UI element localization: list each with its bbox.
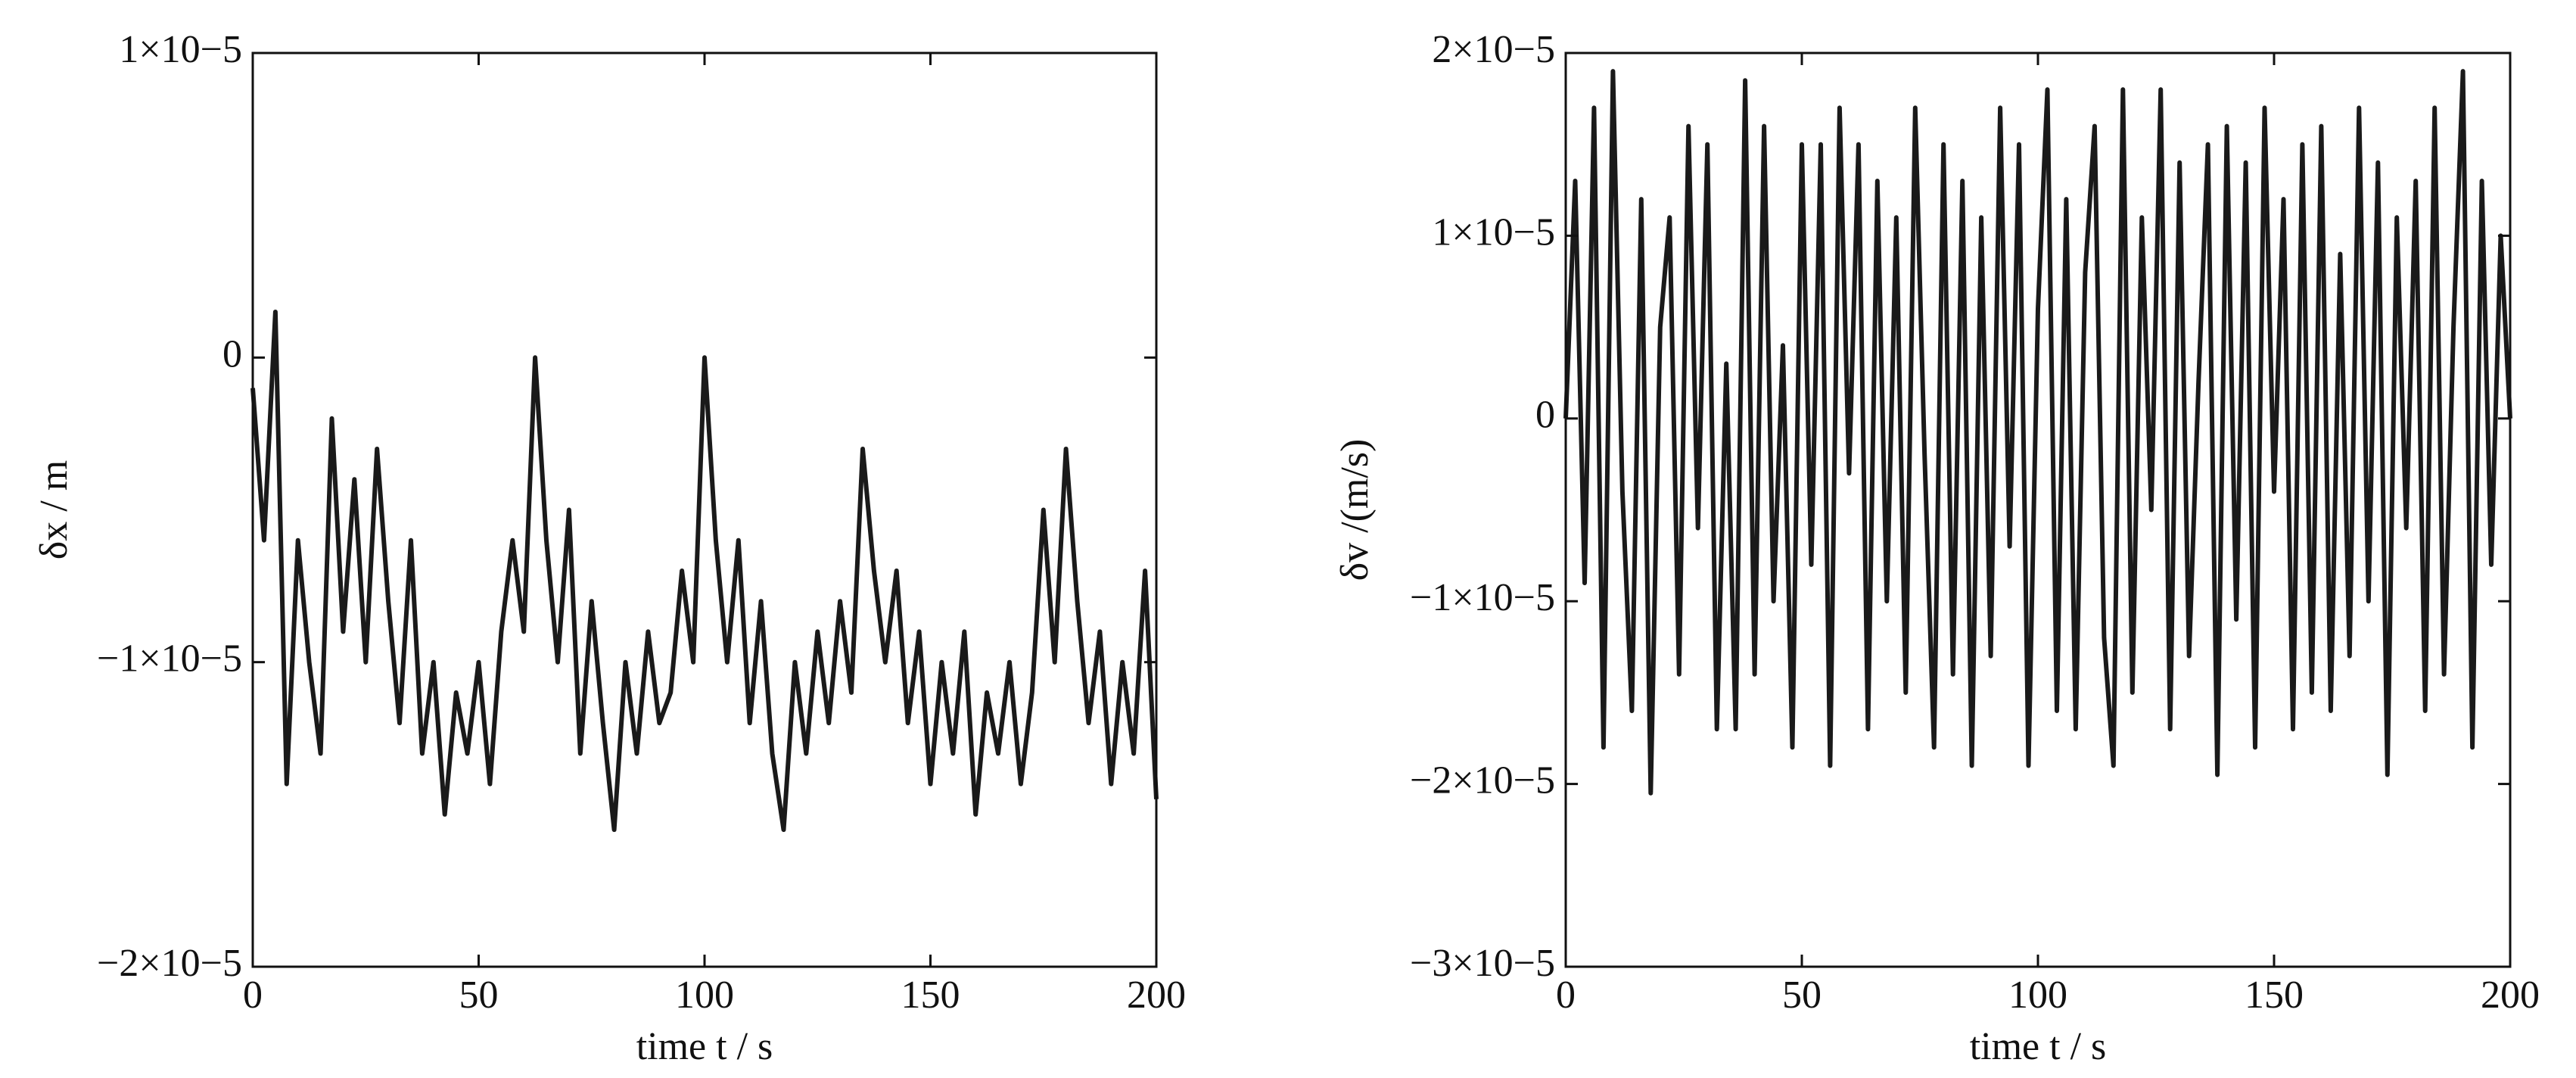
x-tick-label: 100 [675,974,734,1017]
y-tick-label: −2×10−5 [97,942,242,985]
y-tick-label: 1×10−5 [1432,210,1555,254]
x-tick-label: 50 [1782,974,1822,1017]
x-tick-label: 150 [2245,974,2304,1017]
y-tick-label: 1×10−5 [119,28,242,71]
y-tick-label: 0 [222,332,242,375]
y-axis-label: δx / m [33,460,76,559]
x-tick-label: 0 [243,974,263,1017]
data-line [250,310,1159,832]
x-tick-label: 150 [901,974,960,1017]
y-tick-label: −1×10−5 [1410,576,1555,619]
x-axis-label: time t / s [1970,1025,2107,1068]
y-tick-label: 2×10−5 [1432,28,1555,71]
x-tick-label: 200 [2481,974,2540,1017]
x-tick-label: 200 [1127,974,1186,1017]
y-tick-label: −1×10−5 [97,637,242,681]
x-tick-label: 100 [2008,974,2067,1017]
x-axis-label: time t / s [636,1025,773,1068]
x-tick-label: 0 [1556,974,1576,1017]
y-tick-label: 0 [1535,394,1555,437]
y-axis-label: δv /(m/s) [1333,439,1377,581]
y-tick-label: −3×10−5 [1410,942,1555,985]
data-line [1563,69,2512,796]
y-tick-label: −2×10−5 [1410,759,1555,802]
x-tick-label: 50 [459,974,499,1017]
plot-frame [251,51,1158,968]
